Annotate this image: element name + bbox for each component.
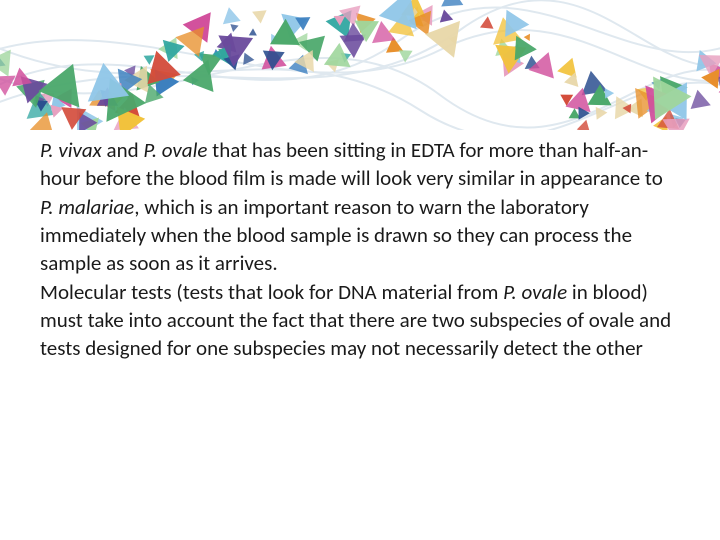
decorative-banner bbox=[0, 0, 720, 130]
species-name: P. ovale bbox=[143, 137, 207, 163]
slide-text-block: P. vivax and P. ovale that has been sitt… bbox=[40, 136, 680, 363]
species-name: P. ovale bbox=[503, 279, 567, 305]
paragraph-1: P. vivax and P. ovale that has been sitt… bbox=[40, 136, 680, 278]
species-name: P. malariae bbox=[40, 194, 134, 220]
species-name: P. vivax bbox=[40, 137, 102, 163]
paragraph-2: Molecular tests (tests that look for DNA… bbox=[40, 278, 680, 363]
